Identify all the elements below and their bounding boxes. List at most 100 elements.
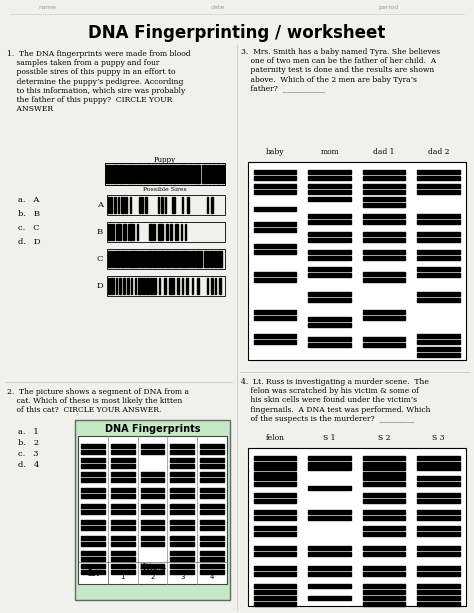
Bar <box>124 197 125 213</box>
Bar <box>81 494 105 498</box>
Bar <box>418 462 460 466</box>
Bar <box>309 292 351 296</box>
Bar <box>115 251 120 267</box>
Bar <box>418 190 460 194</box>
Bar <box>107 276 225 296</box>
Bar <box>141 478 164 482</box>
Bar <box>121 197 123 213</box>
Bar <box>418 526 460 530</box>
Bar <box>202 165 207 183</box>
Text: dad 2: dad 2 <box>428 148 449 156</box>
Bar <box>210 251 213 267</box>
Text: 1.  The DNA fingerprints were made from blood
    samples taken from a puppy and: 1. The DNA fingerprints were made from b… <box>7 50 191 113</box>
Bar <box>418 566 460 570</box>
Bar <box>200 494 224 498</box>
Bar <box>107 195 225 215</box>
Bar <box>254 526 297 530</box>
Bar <box>116 224 121 240</box>
Bar <box>108 224 111 240</box>
Bar <box>309 190 351 194</box>
Bar <box>418 546 460 550</box>
Bar <box>363 552 405 556</box>
Bar <box>363 170 405 174</box>
Text: DNA Fingerprinting / worksheet: DNA Fingerprinting / worksheet <box>88 24 386 42</box>
Bar <box>197 278 199 294</box>
Bar <box>418 250 460 254</box>
Bar <box>174 251 178 267</box>
Bar <box>200 570 224 574</box>
Text: 3: 3 <box>180 574 184 580</box>
Bar <box>153 224 155 240</box>
Bar <box>81 504 105 508</box>
Bar <box>170 570 194 574</box>
Text: D: D <box>96 282 103 290</box>
Bar <box>170 472 194 476</box>
Bar <box>309 238 351 242</box>
Text: S 3: S 3 <box>432 434 445 442</box>
Bar <box>181 224 182 240</box>
Bar <box>81 570 105 574</box>
Bar <box>177 165 179 183</box>
Bar <box>135 278 136 294</box>
Bar <box>254 566 297 570</box>
Bar <box>179 251 181 267</box>
Bar <box>309 232 351 236</box>
Text: Cat: Cat <box>86 568 100 577</box>
Bar <box>363 176 405 180</box>
Bar <box>200 458 224 462</box>
Bar <box>418 476 460 480</box>
Bar <box>106 165 109 183</box>
Bar <box>418 184 460 188</box>
Bar <box>177 278 179 294</box>
Text: A: A <box>97 201 103 209</box>
Bar <box>137 224 138 240</box>
Bar <box>142 278 145 294</box>
Bar <box>107 222 225 242</box>
Text: DNA Fingerprints: DNA Fingerprints <box>105 424 200 434</box>
Bar <box>163 165 168 183</box>
Text: Puppy: Puppy <box>154 156 176 164</box>
Bar <box>111 444 135 448</box>
Bar <box>81 472 105 476</box>
Bar <box>418 602 460 606</box>
Bar <box>254 552 297 556</box>
Bar <box>153 251 156 267</box>
Bar <box>363 510 405 514</box>
Bar <box>127 165 135 183</box>
Bar <box>418 516 460 520</box>
Bar <box>254 334 297 338</box>
Bar <box>418 590 460 594</box>
Bar <box>363 310 405 314</box>
Bar <box>200 564 224 568</box>
Bar <box>185 224 186 240</box>
Bar <box>108 251 111 267</box>
Bar <box>111 450 135 454</box>
Bar <box>123 278 125 294</box>
Bar <box>363 532 405 536</box>
Bar <box>198 165 200 183</box>
Bar <box>418 256 460 260</box>
Bar <box>212 165 215 183</box>
Bar <box>254 278 297 282</box>
Bar <box>146 278 149 294</box>
Bar <box>200 251 202 267</box>
Bar <box>254 584 297 588</box>
Bar <box>254 596 297 600</box>
Bar <box>418 232 460 236</box>
Bar <box>254 184 297 188</box>
Bar <box>309 343 351 347</box>
Bar <box>254 462 297 466</box>
Bar <box>200 488 224 492</box>
Bar <box>309 566 351 570</box>
Bar <box>207 197 208 213</box>
Bar <box>418 596 460 600</box>
Bar <box>182 251 188 267</box>
Bar <box>309 170 351 174</box>
Bar <box>200 520 224 524</box>
Bar <box>363 197 405 201</box>
Bar <box>170 464 194 468</box>
Bar <box>254 228 297 232</box>
Text: S 1: S 1 <box>323 434 336 442</box>
Bar <box>363 232 405 236</box>
Bar <box>309 584 351 588</box>
